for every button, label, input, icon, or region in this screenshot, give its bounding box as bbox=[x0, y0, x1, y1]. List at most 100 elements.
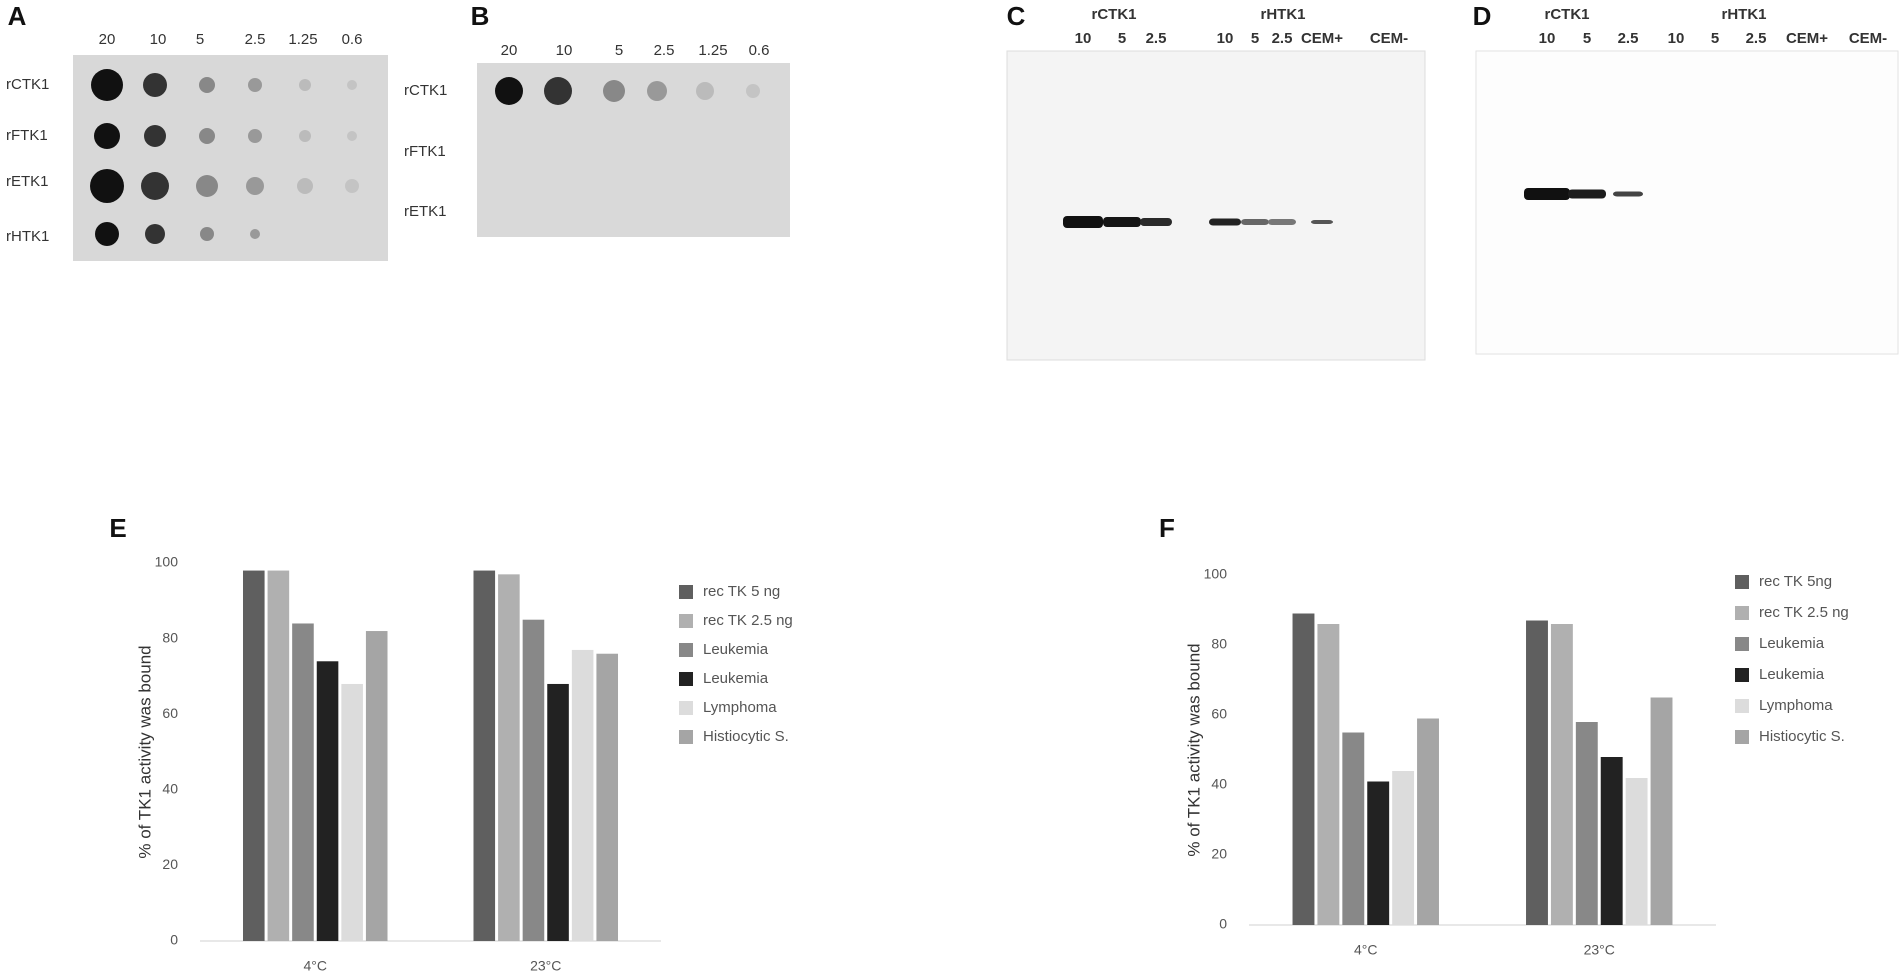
legend-swatch bbox=[1735, 699, 1749, 713]
y-tick-label: 100 bbox=[155, 554, 179, 570]
y-tick-label: 0 bbox=[170, 932, 178, 948]
dot bbox=[144, 125, 166, 147]
bar bbox=[522, 619, 545, 941]
y-tick-label: 100 bbox=[1204, 566, 1228, 582]
column-label: 10 bbox=[150, 31, 167, 48]
lane-label: 5 bbox=[1711, 30, 1719, 47]
legend-label: rec TK 5 ng bbox=[703, 583, 780, 600]
dot bbox=[297, 178, 313, 194]
y-tick-label: 80 bbox=[1211, 636, 1227, 652]
dot bbox=[345, 179, 359, 193]
bar bbox=[1317, 624, 1340, 925]
column-label: 1.25 bbox=[698, 42, 727, 59]
blot-a bbox=[73, 55, 388, 261]
y-tick-label: 0 bbox=[1219, 916, 1227, 932]
dot bbox=[299, 79, 311, 91]
column-label: 5 bbox=[196, 31, 204, 48]
bar bbox=[498, 574, 520, 941]
bar bbox=[1625, 778, 1648, 925]
legend-swatch bbox=[679, 672, 693, 686]
group-label: rHTK1 bbox=[1260, 6, 1305, 23]
band bbox=[1568, 189, 1606, 199]
row-label: rETK1 bbox=[404, 203, 447, 220]
bar bbox=[1650, 697, 1673, 925]
panel-label: B bbox=[471, 1, 490, 31]
lane-label: 2.5 bbox=[1146, 30, 1167, 47]
dot bbox=[248, 129, 262, 143]
dot bbox=[196, 175, 218, 197]
column-label: 1.25 bbox=[288, 31, 317, 48]
row-label: rFTK1 bbox=[6, 127, 48, 144]
legend-label: Leukemia bbox=[1759, 635, 1825, 652]
legend-swatch bbox=[1735, 606, 1749, 620]
dot bbox=[544, 77, 572, 105]
dot bbox=[603, 80, 625, 102]
legend-swatch bbox=[679, 643, 693, 657]
column-label: 2.5 bbox=[245, 31, 266, 48]
row-label: rETK1 bbox=[6, 173, 49, 190]
bar bbox=[1575, 722, 1598, 925]
dot bbox=[143, 73, 167, 97]
blot-images bbox=[73, 50, 1899, 361]
dot bbox=[299, 130, 311, 142]
dot bbox=[94, 123, 120, 149]
group-label: rCTK1 bbox=[1544, 6, 1589, 23]
band bbox=[1103, 217, 1141, 227]
legend-swatch bbox=[679, 730, 693, 744]
y-tick-label: 60 bbox=[1211, 706, 1227, 722]
legend-label: Leukemia bbox=[1759, 666, 1825, 683]
legend-label: Lymphoma bbox=[703, 699, 777, 716]
dot bbox=[347, 80, 357, 90]
y-tick-label: 20 bbox=[162, 856, 178, 872]
bar bbox=[292, 623, 314, 941]
band bbox=[1311, 220, 1333, 224]
column-label: 0.6 bbox=[749, 42, 770, 59]
lane-label: 10 bbox=[1668, 30, 1685, 47]
bar bbox=[596, 653, 619, 941]
bar bbox=[341, 683, 363, 941]
panel-label: D bbox=[1473, 1, 1492, 31]
bar bbox=[267, 570, 290, 941]
row-label: rFTK1 bbox=[404, 143, 446, 160]
dot bbox=[200, 227, 214, 241]
x-tick-label: 23°C bbox=[530, 958, 561, 974]
dot bbox=[141, 172, 169, 200]
panel-label: A bbox=[8, 1, 27, 31]
band bbox=[1063, 216, 1103, 228]
blot-b bbox=[477, 63, 790, 237]
bar bbox=[1550, 624, 1573, 925]
legend-swatch bbox=[1735, 575, 1749, 589]
panel-label: F bbox=[1159, 513, 1175, 543]
band bbox=[1524, 188, 1570, 200]
band bbox=[1268, 219, 1296, 225]
legend-swatch bbox=[679, 614, 693, 628]
band bbox=[1140, 218, 1172, 226]
legend-swatch bbox=[1735, 637, 1749, 651]
bar bbox=[1367, 781, 1390, 925]
row-label: rCTK1 bbox=[6, 76, 49, 93]
legend-label: rec TK 2.5 ng bbox=[703, 612, 793, 629]
legend-swatch bbox=[1735, 730, 1749, 744]
lane-label: CEM- bbox=[1849, 30, 1887, 47]
dot bbox=[246, 177, 264, 195]
legend-label: Histiocytic S. bbox=[703, 728, 789, 745]
y-tick-label: 20 bbox=[1211, 846, 1227, 862]
x-tick-label: 23°C bbox=[1584, 942, 1615, 958]
lane-label: CEM- bbox=[1370, 30, 1408, 47]
dot bbox=[90, 169, 124, 203]
lane-label: CEM+ bbox=[1301, 30, 1343, 47]
dot bbox=[696, 82, 714, 100]
dot bbox=[95, 222, 119, 246]
dot bbox=[347, 131, 357, 141]
column-label: 0.6 bbox=[342, 31, 363, 48]
bar bbox=[571, 649, 594, 941]
dot bbox=[248, 78, 262, 92]
dot bbox=[250, 229, 260, 239]
lane-label: 5 bbox=[1118, 30, 1126, 47]
row-label: rCTK1 bbox=[404, 82, 447, 99]
dot bbox=[145, 224, 165, 244]
legend-label: rec TK 2.5 ng bbox=[1759, 604, 1849, 621]
group-label: rCTK1 bbox=[1091, 6, 1136, 23]
dot bbox=[746, 84, 760, 98]
bar bbox=[1392, 771, 1415, 925]
